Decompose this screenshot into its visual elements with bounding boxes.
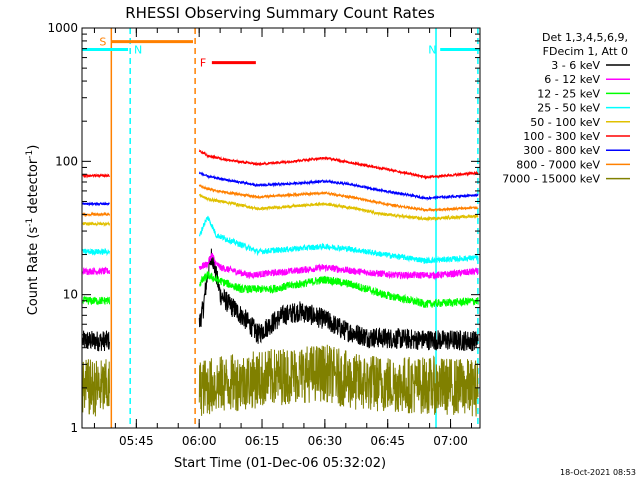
chart-title: RHESSI Observing Summary Count Rates — [125, 4, 435, 22]
x-tick-label-2: 06:15 — [245, 434, 280, 448]
x-tick-label-3: 06:30 — [308, 434, 343, 448]
series-line-7 — [82, 184, 479, 218]
legend-header-line-2: FDecim 1, Att 0 — [543, 45, 628, 58]
x-tick-label-4: 06:45 — [370, 434, 405, 448]
series-line-6 — [82, 171, 479, 207]
y-axis-title: Count Rate (s-1 detector-1) — [25, 145, 41, 316]
annotation-label-3: F — [200, 57, 206, 70]
axes: 1 10 100 1000 05:45 06:00 06:15 06:30 06:45 07:00 — [47, 21, 481, 448]
y-axis-title-part-1: Count Rate (s — [26, 227, 41, 316]
y-tick-label-1: 10 — [63, 288, 78, 302]
series-line-1 — [82, 252, 479, 281]
series-line-3 — [82, 215, 479, 264]
annotation-label-1: N — [134, 43, 142, 56]
x-tick-label-5: 07:00 — [433, 434, 468, 448]
x-tick-label-0: 05:45 — [119, 434, 154, 448]
legend-label-4: 50 - 100 keV — [530, 116, 600, 129]
legend-label-3: 25 - 50 keV — [537, 102, 600, 115]
y-axis-title-exponent-1: -1 — [25, 218, 35, 227]
legend-header-line-1: Det 1,3,4,5,6,9, — [542, 31, 628, 44]
legend-label-6: 300 - 800 keV — [523, 144, 600, 157]
series-line-8 — [82, 344, 479, 417]
y-axis-title-part-2: detector — [26, 158, 41, 218]
series-line-4 — [82, 193, 479, 228]
legend-label-2: 12 - 25 keV — [537, 87, 600, 100]
series-line-2 — [82, 270, 479, 308]
y-tick-label-0: 1 — [70, 421, 78, 435]
legend-label-8: 7000 - 15000 keV — [502, 173, 600, 186]
x-axis-title: Start Time (01-Dec-06 05:32:02) — [174, 456, 386, 471]
series-line-5 — [82, 149, 479, 180]
legend-label-7: 800 - 7000 keV — [516, 158, 600, 171]
plot-area: S N N F — [82, 28, 480, 428]
legend-label-5: 100 - 300 keV — [523, 130, 600, 143]
footer-timestamp: 18-Oct-2021 08:53 — [560, 468, 636, 477]
annotation-label-0: S — [99, 36, 106, 49]
annotation-label-2: N — [428, 43, 436, 56]
legend-label-0: 3 - 6 keV — [551, 59, 600, 72]
series-line-0 — [82, 248, 479, 352]
plot-frame — [81, 27, 481, 429]
y-axis-title-exponent-2: -1 — [25, 150, 35, 159]
x-tick-label-1: 06:00 — [182, 434, 217, 448]
legend: Det 1,3,4,5,6,9, FDecim 1, Att 0 3 - 6 k… — [502, 31, 630, 186]
y-tick-label-2: 100 — [55, 154, 78, 168]
y-tick-label-3: 1000 — [47, 21, 78, 35]
y-axis-title-part-3: ) — [26, 145, 41, 150]
legend-label-1: 6 - 12 keV — [544, 73, 600, 86]
